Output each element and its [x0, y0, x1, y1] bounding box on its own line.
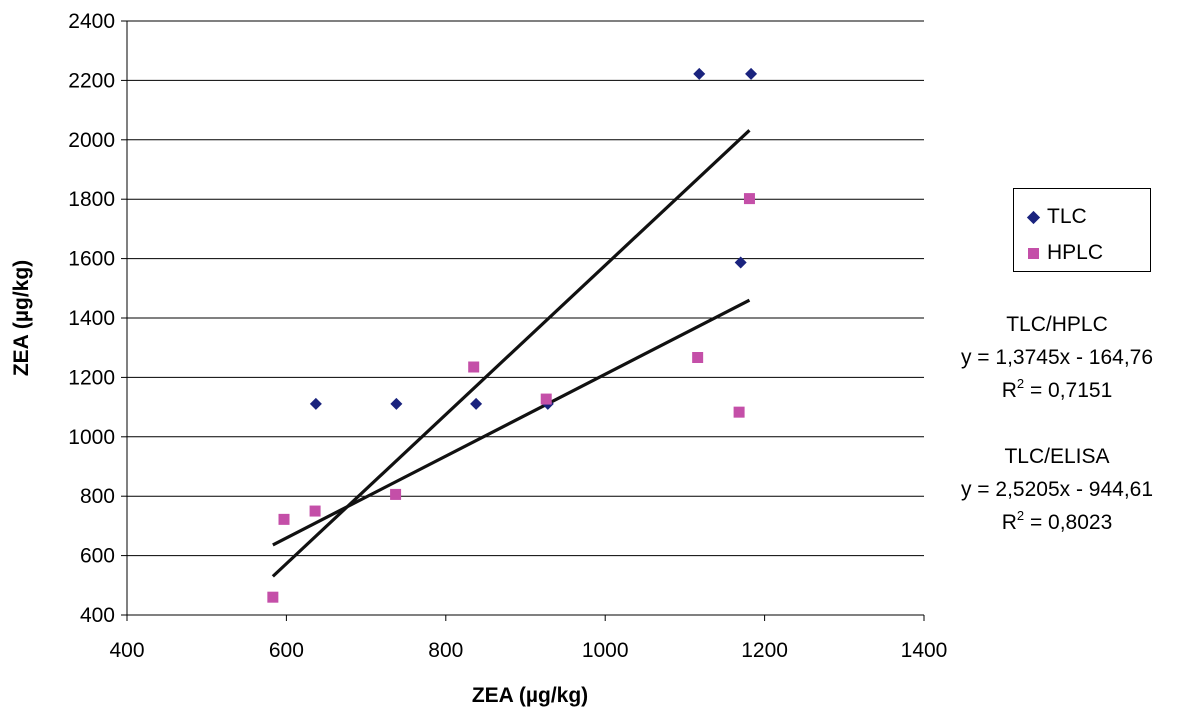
data-point-tlc [390, 397, 403, 410]
trendline [271, 129, 751, 578]
r-symbol: R [1001, 379, 1017, 402]
r2-value: = 0,7151 [1024, 379, 1113, 402]
x-tick-label: 400 [109, 639, 144, 662]
y-tick-label: 2200 [68, 69, 115, 92]
y-tick-label: 1800 [68, 188, 115, 211]
y-tick-label: 800 [80, 485, 115, 508]
r2-superscript: 2 [1016, 376, 1025, 391]
y-tick-label: 1000 [68, 426, 115, 449]
x-tick-label: 1400 [901, 639, 948, 662]
data-points [267, 67, 758, 603]
data-point-hplc [733, 406, 745, 418]
data-point-hplc [468, 361, 480, 373]
legend-label-hplc: HPLC [1047, 241, 1104, 264]
annotation-r2: R2 = 0,7151 [937, 374, 1177, 407]
trendlines [271, 129, 751, 578]
x-tick-label: 1000 [582, 639, 629, 662]
legend-label-tlc: TLC [1047, 205, 1087, 228]
diamond-marker-icon [1026, 210, 1041, 224]
y-tick-labels: 400 600 800 1000 1200 1400 1600 1800 2000 2200 240… [68, 10, 115, 627]
annotation-title: TLC/ELISA [1004, 445, 1110, 468]
annotation-tlc-elisa: TLC/ELISA y = 2,5205x - 944,61 R2 = 0,80… [937, 440, 1177, 539]
data-point-tlc [734, 256, 747, 269]
data-point-hplc [309, 505, 321, 517]
data-point-tlc [309, 397, 322, 410]
data-point-hplc [267, 591, 279, 603]
legend-item-tlc: TLC [1026, 205, 1087, 229]
annotation-r2: R2 = 0,8023 [937, 506, 1177, 539]
y-tick-label: 400 [80, 604, 115, 627]
x-tick-label: 1200 [741, 639, 788, 662]
data-point-tlc [693, 67, 706, 80]
annotation-tlc-hplc: TLC/HPLC y = 1,3745x - 164,76 R2 = 0,715… [937, 308, 1177, 407]
annotation-title: TLC/HPLC [1006, 313, 1108, 336]
r2-superscript: 2 [1016, 508, 1025, 523]
data-point-hplc [278, 513, 290, 525]
legend: TLC HPLC [1013, 188, 1151, 272]
y-tick-label: 1200 [68, 366, 115, 389]
data-point-hplc [390, 488, 402, 500]
x-axis-title: ZEA (µg/kg) [472, 684, 588, 707]
annotation-equation: y = 2,5205x - 944,61 [960, 478, 1154, 501]
x-tick-labels: 400 600 800 1000 1200 1400 [109, 639, 947, 662]
annotation-equation: y = 1,3745x - 164,76 [960, 346, 1154, 369]
data-point-tlc [470, 397, 483, 410]
legend-item-hplc: HPLC [1028, 241, 1103, 265]
square-marker-icon [1028, 247, 1039, 259]
axes [121, 20, 925, 621]
data-point-hplc [540, 393, 552, 405]
gridlines [127, 20, 924, 616]
data-point-tlc [745, 67, 758, 80]
y-tick-label: 1400 [68, 307, 115, 330]
data-point-hplc [743, 193, 755, 205]
y-tick-label: 2400 [68, 10, 115, 33]
r2-value: = 0,8023 [1024, 511, 1113, 534]
y-tick-label: 1600 [68, 248, 115, 271]
y-axis-title: ZEA (µg/kg) [10, 260, 33, 376]
r-symbol: R [1001, 511, 1017, 534]
y-tick-label: 600 [80, 545, 115, 568]
data-point-hplc [692, 352, 704, 364]
x-tick-label: 600 [269, 639, 304, 662]
y-tick-label: 2000 [68, 129, 115, 152]
x-tick-label: 800 [428, 639, 463, 662]
